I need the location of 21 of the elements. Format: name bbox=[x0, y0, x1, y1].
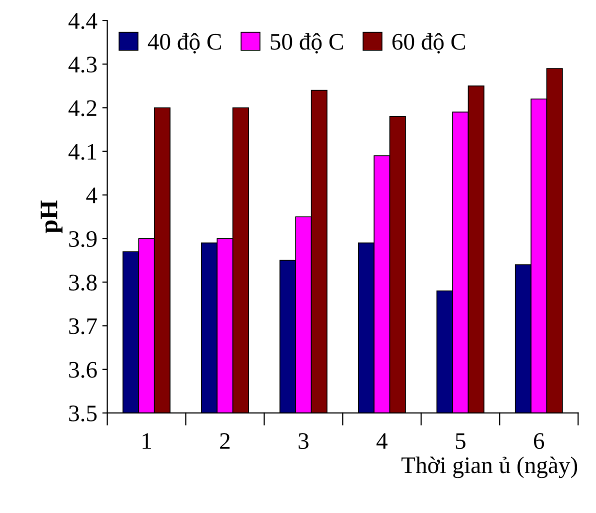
y-tick-label: 3.5 bbox=[69, 406, 97, 422]
y-tick-label: 3.7 bbox=[69, 318, 97, 334]
y-tick-label: 4.3 bbox=[68, 56, 97, 73]
x-tick-label: 2 bbox=[220, 433, 230, 449]
x-tick-label: 6 bbox=[534, 433, 544, 450]
y-tick-label: 4.1 bbox=[68, 144, 96, 160]
y-tick-label: 3.8 bbox=[69, 274, 97, 291]
x-tick-label: 4 bbox=[376, 433, 388, 449]
x-tick-label: 3 bbox=[298, 433, 308, 450]
y-tick-label: 4 bbox=[86, 188, 98, 204]
legend-label: 50 độ C bbox=[270, 33, 343, 54]
y-tick-label: 3.9 bbox=[69, 231, 97, 248]
y-axis-title: pH bbox=[40, 200, 62, 234]
y-tick-label: 4.4 bbox=[68, 13, 98, 30]
x-axis-title: Thời gian ủ (ngày) bbox=[401, 456, 578, 478]
y-tick-label: 3.6 bbox=[69, 362, 97, 378]
legend-label: 40 độ C bbox=[148, 33, 221, 54]
x-tick-label: 1 bbox=[142, 433, 152, 449]
legend-label: 60 độ C bbox=[392, 33, 465, 54]
x-tick-label: 5 bbox=[456, 433, 466, 450]
y-tick-label: 4.2 bbox=[68, 100, 96, 116]
